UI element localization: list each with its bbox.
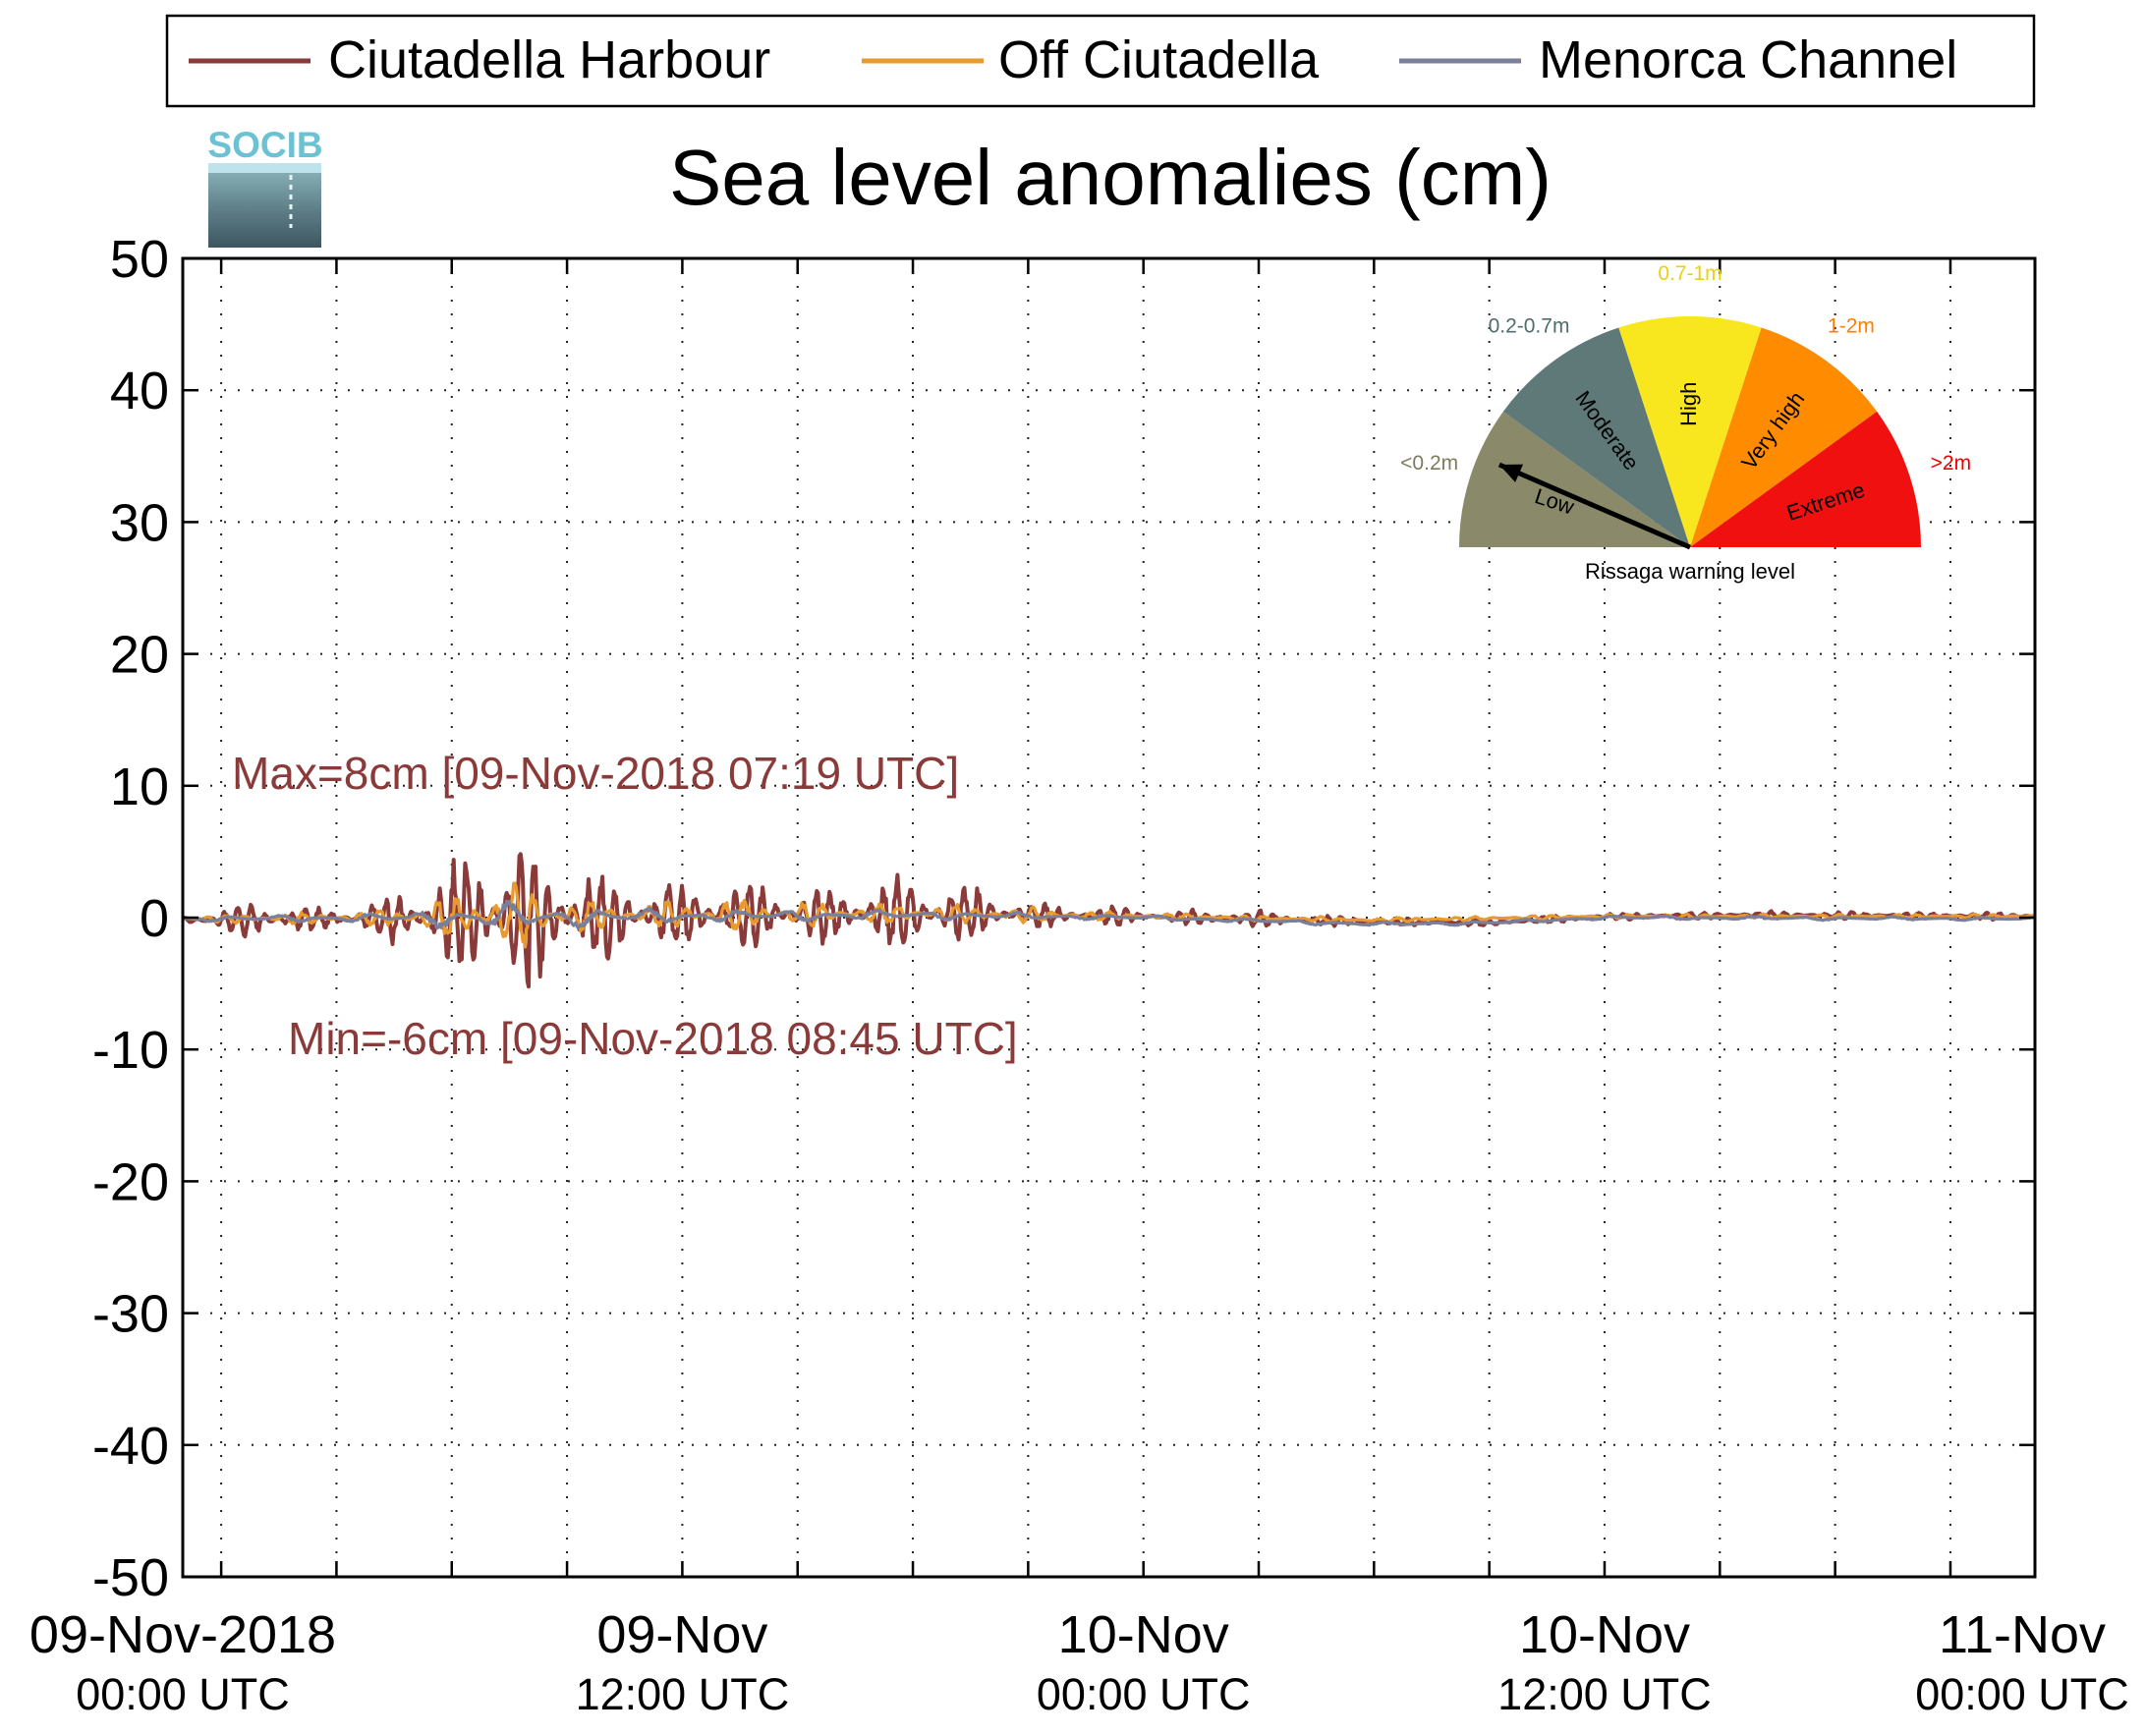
y-tick-label: -30 (92, 1285, 169, 1344)
legend-label-ciutadella-harbour: Ciutadella Harbour (328, 30, 770, 89)
x-tick-label-time: 00:00 UTC (1037, 1669, 1251, 1719)
legend: Ciutadella Harbour Off Ciutadella Menorc… (165, 14, 2036, 108)
x-tick-label-time: 00:00 UTC (76, 1669, 290, 1719)
gauge-segment (1502, 327, 1690, 547)
y-tick-labels: 50 40 30 20 10 0 -10 -20 -30 -40 -50 (92, 230, 169, 1607)
chart-title: Sea level anomalies (cm) (669, 134, 1552, 221)
gauge-range-label: 0.7-1m (1658, 262, 1722, 285)
series-line (182, 899, 2035, 930)
min-annotation: Min=-6cm [09-Nov-2018 08:45 UTC] (288, 1013, 1018, 1064)
x-tick-label-time: 12:00 UTC (576, 1669, 790, 1719)
ticks (183, 256, 2035, 1579)
y-tick-label: 30 (110, 493, 169, 552)
x-tick-label-date: 10-Nov (1519, 1605, 1690, 1664)
y-tick-label: 50 (110, 230, 169, 289)
gauge-segment (1459, 411, 1690, 547)
series (182, 852, 2035, 989)
y-tick-label: 40 (110, 362, 169, 420)
x-tick-label-date: 10-Nov (1058, 1605, 1229, 1664)
y-tick-label: 0 (140, 889, 169, 948)
x-tick-label-time: 00:00 UTC (1915, 1669, 2129, 1719)
legend-box (165, 14, 2036, 108)
y-tick-label: -50 (92, 1548, 169, 1607)
gauge-segment (1690, 411, 1921, 547)
x-tick-label-date: 09-Nov-2018 (29, 1605, 336, 1664)
gauge-needle (1497, 462, 1691, 550)
x-tick-label-date: 11-Nov (1939, 1605, 2106, 1664)
x-tick-label-date: 09-Nov (596, 1605, 767, 1664)
gauge-segment (1690, 327, 1878, 547)
gauge-range-label: <0.2m (1400, 452, 1458, 475)
legend-label-off-ciutadella: Off Ciutadella (998, 30, 1320, 89)
gauge-range-label: 1-2m (1828, 314, 1875, 337)
y-tick-label: -10 (92, 1021, 169, 1080)
gauge-range-label: 0.2-0.7m (1489, 314, 1570, 337)
gauge-title: Rissaga warning level (1585, 559, 1795, 584)
gauge-segment (1618, 316, 1762, 547)
socib-logo-band (208, 163, 321, 173)
y-tick-label: -20 (92, 1152, 169, 1211)
gauge-range-label: >2m (1931, 452, 1971, 475)
legend-label-menorca-channel: Menorca Channel (1539, 30, 1957, 89)
y-tick-label: -40 (92, 1417, 169, 1476)
x-tick-label-time: 12:00 UTC (1497, 1669, 1712, 1719)
max-annotation: Max=8cm [09-Nov-2018 07:19 UTC] (232, 748, 959, 799)
y-tick-label: 20 (110, 626, 169, 685)
socib-logo: SOCIB (207, 125, 323, 248)
socib-logo-text: SOCIB (207, 125, 322, 165)
socib-logo-block (208, 163, 321, 248)
series-line (182, 881, 2035, 949)
gauge-segment-label: High (1676, 382, 1701, 426)
gauge-needle-head (1498, 464, 1524, 482)
y-tick-label: 10 (110, 757, 169, 816)
